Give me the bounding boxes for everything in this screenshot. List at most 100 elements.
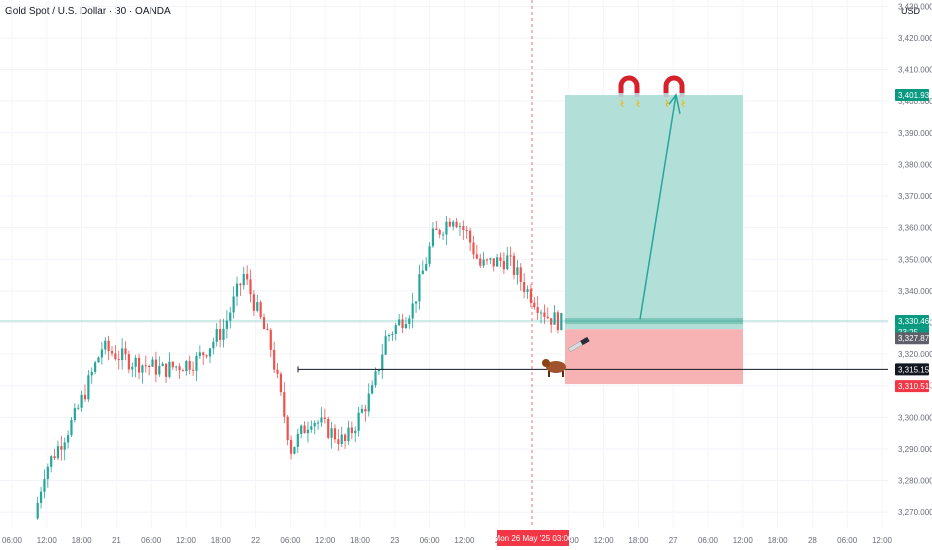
entry-price-badge-label: 3,327.875 — [898, 334, 932, 343]
profit-zone — [565, 95, 743, 330]
candle-body — [300, 425, 303, 434]
current-price-badge: 3,330.460 — [895, 315, 932, 328]
candle-body — [63, 442, 66, 450]
candle-body — [205, 355, 208, 357]
candle-body — [181, 370, 185, 372]
candle-body — [516, 267, 519, 275]
candle-body — [171, 361, 174, 368]
candle-body — [273, 349, 276, 370]
overlay — [0, 0, 888, 528]
magnet-body — [618, 75, 640, 94]
candle-body — [90, 371, 93, 376]
current-price-badge-bg — [895, 315, 929, 328]
x-tick-label: 18:00 — [211, 536, 232, 545]
x-tick-label: 23 — [390, 536, 399, 545]
candle-body — [202, 352, 205, 356]
x-tick-label: 06:00 — [698, 536, 719, 545]
candles — [36, 215, 563, 520]
y-tick-label: 3,270.000 — [898, 508, 932, 517]
candle-body — [107, 340, 110, 352]
y-tick-label: 3,370.000 — [898, 192, 932, 201]
candle-body — [496, 257, 499, 267]
stop-price-badge: 3,310.519 — [895, 380, 932, 393]
candle-body — [39, 491, 43, 503]
y-tick-label: 3,420.000 — [898, 34, 932, 43]
candle-body — [43, 479, 46, 492]
candle-body — [191, 369, 195, 371]
entry-price-badge: 3,327.875 — [895, 332, 932, 345]
support-price-badge-label: 3,315.155 — [898, 365, 932, 374]
candle-body — [381, 354, 384, 371]
candle-body — [279, 373, 283, 393]
candle-body — [256, 302, 259, 311]
candle-body — [340, 434, 343, 445]
candle-body — [354, 430, 357, 434]
x-tick-label: 03:00 — [559, 536, 580, 545]
y-tick-label: 3,390.000 — [898, 129, 932, 138]
candle-body — [56, 446, 60, 459]
x-tick-label: 06:00 — [837, 536, 858, 545]
y-tick-label: 3,300.000 — [898, 413, 932, 422]
x-tick-label: 06:00 — [420, 536, 441, 545]
bull-leg — [562, 371, 564, 377]
candle-body — [36, 502, 39, 519]
loss-zone — [565, 329, 743, 385]
candle-body — [131, 366, 134, 370]
y-tick-label: 3,410.000 — [898, 66, 932, 75]
candle-body — [512, 255, 516, 275]
candle-body — [452, 221, 455, 227]
candle-body — [448, 221, 451, 227]
price-axis: 3,270.000 3,280.000 3,290.000 3,300.000 3,31… — [895, 2, 932, 517]
candle-body — [239, 283, 242, 286]
candle-body — [53, 456, 56, 459]
candle-body — [83, 394, 87, 400]
candle-body — [110, 351, 114, 354]
date-badge — [497, 530, 569, 546]
candle-body — [360, 408, 364, 413]
candle-body — [87, 375, 90, 400]
x-tick-label: 06:00 — [280, 536, 301, 545]
candle-body — [560, 313, 563, 331]
candle-body — [164, 363, 168, 377]
candle-body — [350, 427, 353, 434]
candle-body — [553, 312, 556, 325]
spark — [636, 99, 640, 108]
time-axis: 06:00 12:00 18:00 21 06:00 12:00 18:00 22 06:00 1… — [2, 530, 893, 546]
candle-body — [188, 360, 191, 370]
candle-body — [80, 394, 83, 408]
knife-handle — [580, 336, 590, 346]
y-tick-label: 3,400.000 — [898, 97, 932, 106]
spark — [620, 99, 624, 108]
current-price-badge-label: 3,330.460 — [898, 317, 932, 326]
candle-body — [60, 446, 63, 450]
candle-body — [158, 365, 161, 375]
candle-body — [509, 255, 512, 257]
candle-body — [401, 319, 404, 329]
spark — [681, 99, 685, 108]
y-tick-label: 3,340.000 — [898, 287, 932, 296]
candle-body — [296, 433, 299, 447]
knife-icon — [567, 336, 590, 353]
candle-body — [219, 329, 222, 340]
candle-body — [506, 255, 509, 270]
candle-body — [66, 435, 70, 443]
candle-body — [266, 329, 269, 331]
candle-body — [117, 359, 120, 361]
candle-body — [249, 279, 252, 295]
axis-currency-label[interactable]: USD — [901, 6, 921, 16]
magnet-icon — [618, 75, 640, 108]
candle-body — [50, 456, 53, 467]
candle-body — [499, 257, 502, 261]
candle-body — [357, 412, 360, 431]
candle-body — [70, 420, 73, 436]
candle-body — [246, 274, 249, 280]
candle-body — [303, 425, 306, 434]
candle-body — [428, 246, 431, 264]
candle-body — [327, 418, 330, 438]
candle-body — [195, 355, 198, 371]
candle-body — [225, 320, 228, 329]
x-tick-label: 18:00 — [72, 536, 93, 545]
y-tick-label: 3,360.000 — [898, 224, 932, 233]
candle-body — [289, 439, 293, 454]
